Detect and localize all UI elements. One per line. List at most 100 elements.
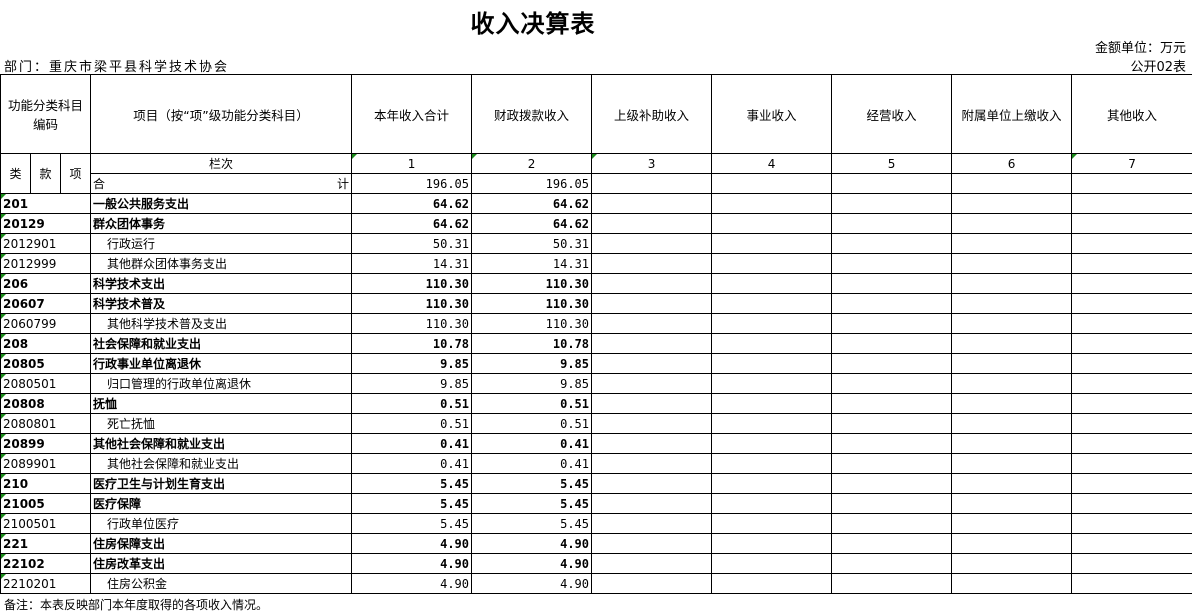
row-empty [711,553,833,574]
row-empty [711,233,833,254]
row-empty [831,353,953,374]
table-row: 22102 住房改革支出 4.90 4.90 [0,553,1192,574]
row-empty [831,493,953,514]
row-empty [831,453,953,474]
row-empty [831,293,953,314]
row-empty [951,353,1073,374]
row-empty [831,533,953,554]
row-fiscal: 14.31 [471,253,593,274]
row-fiscal: 5.45 [471,513,593,534]
table-row: 20607 科学技术普及 110.30 110.30 [0,293,1192,314]
row-code: 20808 [0,393,92,414]
row-empty [831,553,953,574]
page-title: 收入决算表 [470,10,596,38]
row-name: 群众团体事务 [90,213,353,234]
row-total: 110.30 [351,273,473,294]
row-empty [951,513,1073,534]
row-empty [951,433,1073,454]
row-empty [951,373,1073,394]
row-total: 0.41 [351,453,473,474]
table-row: 2012901 行政运行 50.31 50.31 [0,233,1192,254]
row-name: 医疗卫生与计划生育支出 [90,473,353,494]
row-empty [831,333,953,354]
row-total: 50.31 [351,233,473,254]
row-code: 2210201 [0,573,92,594]
row-empty [831,513,953,534]
row-empty [951,553,1073,574]
row-fiscal: 0.51 [471,413,593,434]
row-total: 14.31 [351,253,473,274]
row-empty [591,473,713,494]
row-empty [591,373,713,394]
row-total: 64.62 [351,193,473,214]
row-code: 20129 [0,213,92,234]
header-c6: 附属单位上缴收入 [951,74,1073,154]
column-number-row: 类 款 项 栏次 1 2 3 4 5 6 7 [0,153,1192,194]
row-code: 210 [0,473,92,494]
row-empty [591,193,713,214]
row-empty [1071,473,1192,494]
row-code: 221 [0,533,92,554]
row-fiscal: 4.90 [471,553,593,574]
row-empty [711,353,833,374]
row-fiscal: 110.30 [471,273,593,294]
row-fiscal: 110.30 [471,293,593,314]
row-code: 20607 [0,293,92,314]
table-row: 206 科学技术支出 110.30 110.30 [0,273,1192,294]
header-c1: 本年收入合计 [351,74,473,154]
table-row: 208 社会保障和就业支出 10.78 10.78 [0,333,1192,354]
header-row: 功能分类科目编码 项目（按“项”级功能分类科目） 本年收入合计 财政拨款收入 上… [0,74,1192,154]
row-empty [831,413,953,434]
row-code: 21005 [0,493,92,514]
row-fiscal: 5.45 [471,473,593,494]
row-total: 0.51 [351,413,473,434]
row-total: 9.85 [351,373,473,394]
row-code: 2060799 [0,313,92,334]
row-empty [591,213,713,234]
row-fiscal: 5.45 [471,493,593,514]
row-empty [831,373,953,394]
table-row: 2080801 死亡抚恤 0.51 0.51 [0,413,1192,434]
row-code: 20899 [0,433,92,454]
row-fiscal: 4.90 [471,573,593,594]
row-total: 5.45 [351,513,473,534]
row-fiscal: 110.30 [471,313,593,334]
amount-unit: 金额单位：万元 [1094,41,1186,56]
row-empty [951,473,1073,494]
row-empty [711,473,833,494]
table-row: 2080501 归口管理的行政单位离退休 9.85 9.85 [0,373,1192,394]
row-empty [591,233,713,254]
table-row: 2210201 住房公积金 4.90 4.90 [0,573,1192,594]
row-empty [1071,293,1192,314]
row-empty [591,433,713,454]
footnote: 备注：本表反映部门本年度取得的各项收入情况。 [4,598,269,612]
col-num-4: 4 [711,153,833,174]
row-name: 其他群众团体事务支出 [90,253,353,274]
row-code: 2080501 [0,373,92,394]
row-empty [951,293,1073,314]
total-label-b: 计 [337,177,350,191]
row-total: 0.51 [351,393,473,414]
row-empty [1071,253,1192,274]
row-fiscal: 64.62 [471,193,593,214]
row-code: 208 [0,333,92,354]
row-code: 2012901 [0,233,92,254]
header-xiang: 项 [59,153,92,194]
row-name: 社会保障和就业支出 [90,333,353,354]
row-empty [711,373,833,394]
row-empty [1071,373,1192,394]
row-name: 科学技术支出 [90,273,353,294]
row-name: 行政运行 [90,233,353,254]
row-total: 110.30 [351,293,473,314]
row-empty [711,193,833,214]
col-num-5: 5 [831,153,953,174]
table-row: 2089901 其他社会保障和就业支出 0.41 0.41 [0,453,1192,474]
row-empty [951,213,1073,234]
table-row: 2060799 其他科学技术普及支出 110.30 110.30 [0,313,1192,334]
row-empty [711,433,833,454]
row-empty [711,393,833,414]
row-fiscal: 9.85 [471,373,593,394]
header-c5: 经营收入 [831,74,953,154]
row-total: 4.90 [351,553,473,574]
row-empty [591,333,713,354]
